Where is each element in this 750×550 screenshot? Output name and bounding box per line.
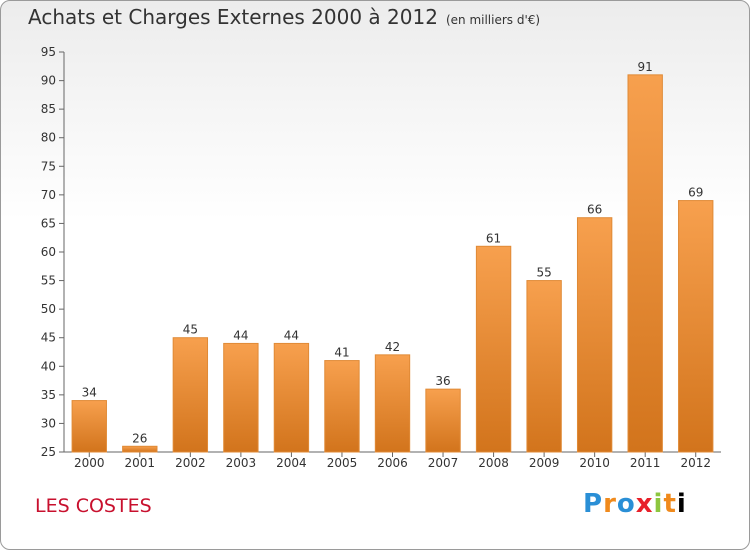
- logo-letter: i: [676, 489, 687, 519]
- commune-name: LES COSTES: [35, 495, 152, 517]
- bar: [526, 280, 562, 453]
- bar: [273, 342, 310, 453]
- y-tick-label: 70: [41, 188, 56, 202]
- y-tick-label: 60: [41, 245, 56, 259]
- y-tick-label: 95: [41, 45, 56, 59]
- bar: [122, 445, 158, 453]
- x-tick-label: 2002: [175, 456, 206, 470]
- bar: [678, 200, 714, 453]
- bar-value-label: 45: [183, 323, 198, 337]
- x-tick-label: 2000: [74, 456, 105, 470]
- bar-value-label: 69: [688, 186, 703, 200]
- proxiti-logo[interactable]: Proxiti: [583, 489, 687, 519]
- bar: [223, 342, 259, 453]
- bar: [172, 337, 209, 453]
- logo-letter: o: [616, 489, 636, 519]
- x-tick-label: 2007: [428, 456, 459, 470]
- x-tick-label: 2010: [579, 456, 610, 470]
- x-tick-label: 2011: [630, 456, 661, 470]
- x-tick-label: 2003: [226, 456, 257, 470]
- bar: [576, 217, 613, 453]
- x-tick-label: 2008: [478, 456, 509, 470]
- logo-letter: P: [583, 489, 604, 519]
- logo-letter: x: [635, 489, 654, 519]
- y-tick-label: 85: [41, 102, 56, 116]
- y-tick-label: 25: [41, 445, 56, 459]
- x-tick-label: 2006: [377, 456, 408, 470]
- bar-value-label: 42: [385, 340, 400, 354]
- bar-value-label: 34: [82, 386, 97, 400]
- logo-letter: r: [603, 489, 617, 519]
- y-tick-label: 75: [41, 159, 56, 173]
- bar: [425, 388, 461, 453]
- bar-value-label: 66: [587, 203, 602, 217]
- logo-letter: i: [653, 489, 664, 519]
- bar-value-label: 61: [486, 231, 501, 245]
- bar-value-label: 55: [536, 266, 551, 280]
- y-tick-label: 35: [41, 388, 56, 402]
- y-tick-label: 50: [41, 302, 56, 316]
- y-tick-label: 90: [41, 74, 56, 88]
- x-tick-label: 2012: [680, 456, 711, 470]
- x-tick-label: 2009: [529, 456, 560, 470]
- chart-title: Achats et Charges Externes 2000 à 2012 (e…: [28, 5, 540, 29]
- logo-letter: t: [663, 489, 677, 519]
- bar-value-label: 44: [233, 328, 248, 342]
- bar: [324, 360, 360, 453]
- y-tick-label: 80: [41, 131, 56, 145]
- y-tick-label: 45: [41, 331, 56, 345]
- bar-value-label: 91: [638, 60, 653, 74]
- chart-subtitle: (en milliers d'€): [445, 13, 541, 27]
- y-tick-label: 30: [41, 416, 56, 430]
- y-tick-label: 65: [41, 216, 56, 230]
- bar-value-label: 44: [284, 328, 299, 342]
- y-tick-label: 55: [41, 274, 56, 288]
- x-tick-label: 2005: [327, 456, 358, 470]
- bar: [475, 245, 512, 453]
- bar-value-label: 26: [132, 431, 147, 445]
- y-tick-label: 40: [41, 359, 56, 373]
- bar-value-label: 36: [435, 374, 450, 388]
- x-tick-label: 2001: [125, 456, 156, 470]
- x-tick-label: 2004: [276, 456, 307, 470]
- bar: [71, 400, 107, 453]
- bar-value-label: 41: [334, 346, 349, 360]
- bar: [374, 354, 411, 453]
- chart-title-text: Achats et Charges Externes 2000 à 2012: [28, 5, 438, 29]
- bar: [627, 74, 663, 453]
